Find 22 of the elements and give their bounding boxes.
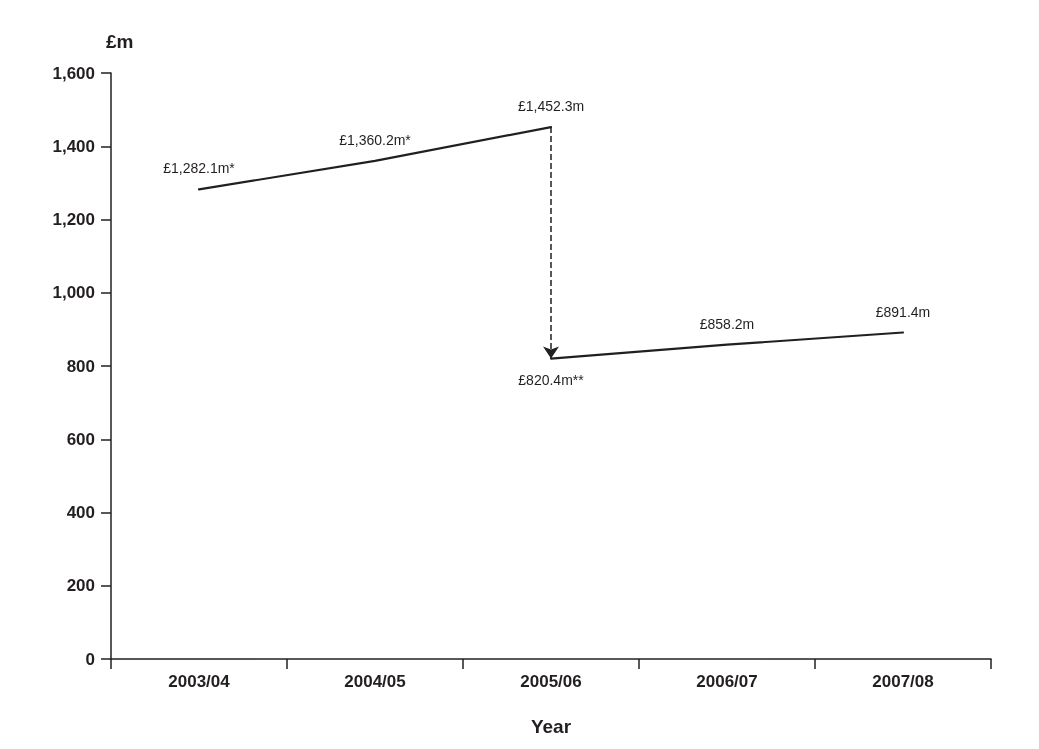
x-tick-label: 2003/04 (168, 672, 231, 691)
data-label: £1,282.1m* (163, 160, 236, 177)
y-axis-title: £m (106, 31, 134, 52)
data-label: £891.4m (875, 303, 931, 320)
x-tick-label: 2007/08 (872, 672, 934, 691)
y-tick-label: 1,200 (52, 210, 95, 229)
x-tick-label: 2005/06 (520, 672, 582, 691)
x-tick-label: 2004/05 (344, 672, 406, 691)
data-label: £1,360.2m* (339, 131, 412, 148)
y-tick-label: 800 (66, 356, 95, 376)
data-label: £820.4m** (518, 371, 585, 388)
x-axis-title: Year (530, 716, 572, 737)
y-tick-label: 400 (66, 503, 95, 522)
y-tick-label: 1,000 (52, 283, 95, 303)
data-label: £1,452.3m (517, 98, 585, 115)
x-tick-label: 2006/07 (696, 672, 758, 691)
y-tick-label: 600 (66, 429, 95, 449)
y-tick-label: 1,600 (52, 63, 95, 83)
y-tick-label: 0 (85, 649, 95, 669)
y-tick-label: 200 (66, 576, 95, 596)
y-tick-label: 1,400 (52, 136, 95, 156)
data-label: £858.2m (699, 315, 755, 332)
